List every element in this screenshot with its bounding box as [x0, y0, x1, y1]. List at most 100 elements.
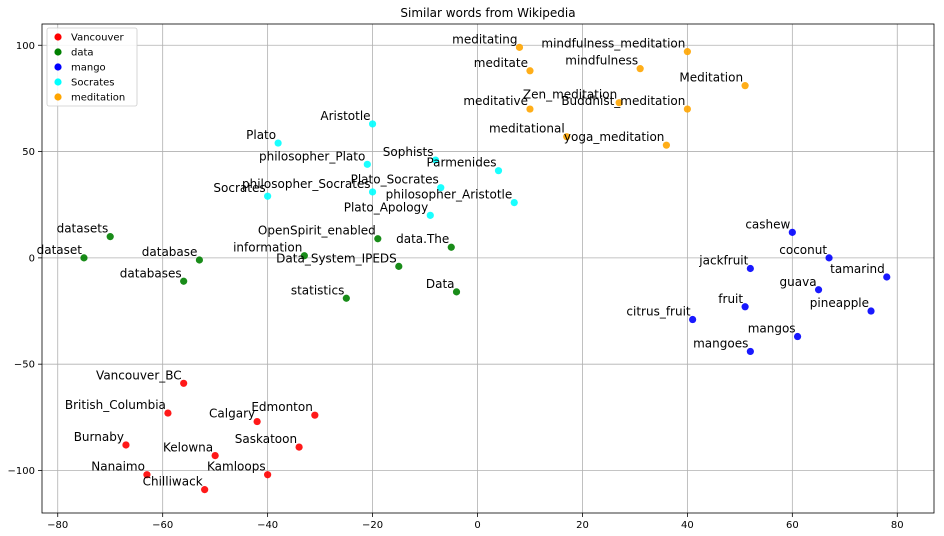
point-label: Calgary — [209, 407, 255, 421]
data-point-dataset — [80, 254, 88, 262]
point-label: meditating — [452, 32, 517, 46]
data-point-statistics — [342, 294, 350, 302]
x-tick-label: 20 — [576, 520, 589, 531]
point-label: Kamloops — [207, 460, 266, 474]
x-tick-label: 40 — [681, 520, 694, 531]
legend-entry: data — [71, 48, 94, 59]
point-label: Nanaimo — [91, 460, 145, 474]
point-label: Sophists — [383, 145, 434, 159]
point-label: Kelowna — [163, 441, 213, 455]
point-label: Chilliwack — [143, 475, 203, 489]
point-label: Meditation — [679, 71, 743, 85]
x-tick-label: −80 — [47, 520, 68, 531]
data-point-data-the — [447, 243, 455, 251]
data-point-databases — [180, 277, 188, 285]
y-tick-label: −50 — [14, 360, 35, 371]
point-label: meditative — [463, 94, 528, 108]
point-label: Data — [426, 277, 455, 291]
data-point-aristotle — [368, 120, 377, 128]
legend-marker — [54, 33, 62, 41]
data-point-philosopher-socrates — [368, 188, 377, 196]
data-point-pineapple — [867, 307, 875, 315]
point-label: OpenSpirit_enabled — [258, 224, 376, 238]
point-label: Data_System_IPEDS — [276, 251, 397, 265]
point-label: meditational — [489, 122, 565, 136]
data-point-vancouver-bc — [180, 379, 188, 387]
data-point-meditative — [526, 105, 534, 113]
point-label: fruit — [718, 292, 743, 306]
data-point-yoga-meditation — [662, 141, 671, 149]
point-label: citrus_fruit — [626, 305, 691, 319]
point-label: mangos — [748, 322, 796, 336]
point-label: Zen_meditation — [523, 88, 617, 102]
plot-area-frame — [41, 23, 935, 514]
chart-title: Similar words from Wikipedia — [400, 6, 575, 20]
data-point-plato-socrates — [437, 184, 445, 192]
legend-entry: Vancouver — [71, 33, 125, 44]
point-label: Aristotle — [320, 109, 370, 123]
point-label: philosopher_Plato — [259, 149, 365, 163]
point-label: Buddhist_meditation — [561, 94, 685, 108]
data-point-information — [300, 252, 308, 260]
point-label: Socrates — [213, 181, 265, 195]
legend-entry: meditation — [71, 93, 125, 104]
point-label: Vancouver_BC — [96, 368, 182, 382]
data-point-sophists — [431, 156, 440, 164]
data-point-saskatoon — [295, 443, 303, 451]
data-point-burnaby — [122, 441, 130, 449]
point-label: Burnaby — [74, 430, 124, 444]
x-tick-label: 80 — [891, 520, 904, 531]
legend-entry: Socrates — [71, 78, 115, 89]
data-point-openspirit-enabled — [374, 235, 382, 243]
legend: Vancouver data mango Socrates meditation — [46, 27, 138, 107]
data-point-mangoes — [746, 347, 754, 356]
data-point-buddhist-meditation — [683, 105, 691, 113]
data-point-nanaimo — [143, 471, 151, 479]
data-point-tamarind — [883, 273, 891, 281]
data-point-parmenides — [494, 167, 503, 175]
data-point-kelowna — [211, 451, 219, 460]
y-tick-label: 50 — [22, 147, 35, 158]
point-label: mindfulness — [565, 54, 638, 68]
data-point-meditational — [563, 133, 571, 141]
point-label: yoga_meditation — [564, 130, 664, 144]
point-label: pineapple — [810, 296, 869, 310]
point-label: data.The — [396, 232, 449, 246]
x-tick-label: −60 — [152, 520, 173, 531]
y-tick-label: 100 — [16, 41, 35, 52]
data-point-plato-apology — [426, 211, 434, 219]
data-point-data — [452, 288, 461, 296]
x-tick-label: −20 — [362, 520, 383, 531]
legend-marker — [54, 93, 62, 101]
legend-entry: mango — [71, 63, 106, 74]
data-point-meditate — [526, 67, 534, 75]
point-label: mindfulness_meditation — [541, 37, 685, 51]
data-point-fruit — [741, 303, 749, 311]
point-label: coconut — [779, 243, 827, 257]
point-label: database — [142, 245, 198, 259]
point-label: meditate — [474, 56, 528, 70]
x-tick-label: 0 — [474, 520, 480, 531]
point-label: Saskatoon — [235, 432, 297, 446]
point-label: dataset — [37, 243, 83, 257]
data-point-philosopher-aristotle — [510, 198, 518, 207]
grid — [42, 24, 934, 513]
point-label: tamarind — [830, 262, 885, 276]
point-label: Plato_Apology — [344, 200, 429, 214]
data-point-calgary — [253, 417, 261, 426]
data-point-coconut — [825, 254, 833, 262]
point-label: Edmonton — [251, 400, 313, 414]
legend-marker — [54, 63, 62, 71]
data-point-meditating — [515, 43, 524, 51]
data-point-mindfulness-meditation — [683, 48, 691, 56]
y-tick-label: 0 — [29, 253, 35, 264]
data-point-citrus-fruit — [689, 315, 697, 324]
data-point-chilliwack — [201, 486, 209, 494]
data-point-jackfruit — [746, 264, 754, 273]
data-point-plato — [274, 139, 282, 147]
x-tick-label: −40 — [257, 520, 278, 531]
point-label: guava — [780, 275, 817, 289]
data-point-zen-meditation — [615, 99, 623, 107]
